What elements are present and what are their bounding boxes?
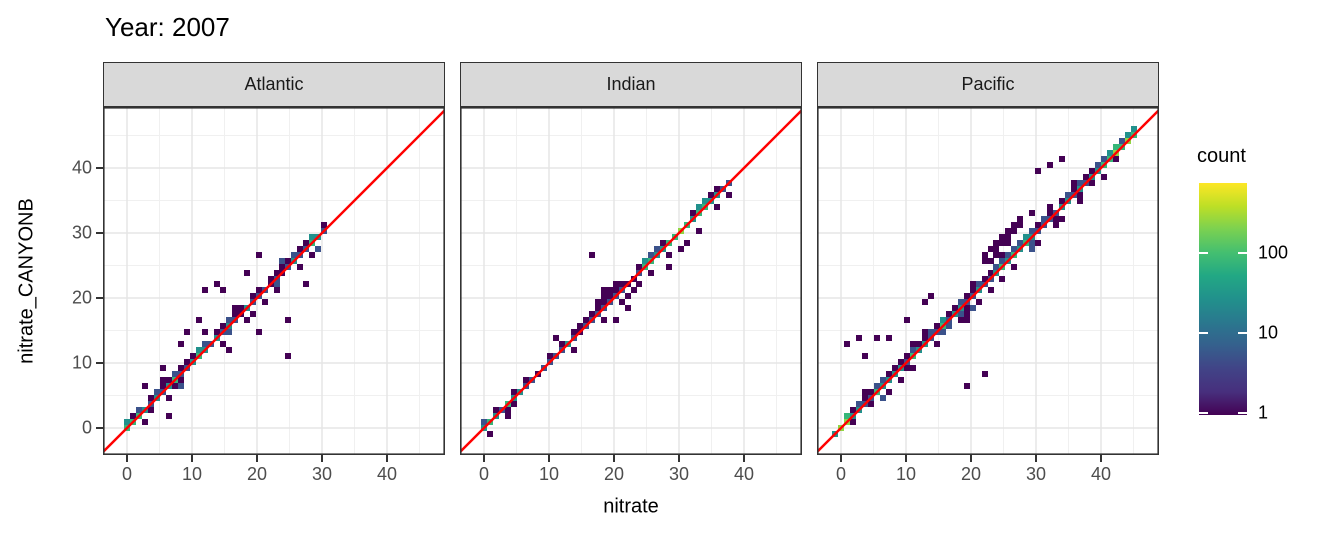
y-tick-label: 20 xyxy=(71,287,92,308)
x-tick-label: 20 xyxy=(960,464,982,484)
legend-tick-label: 100 xyxy=(1258,242,1289,263)
y-tick-label: 40 xyxy=(71,157,92,178)
y-tick-label: 10 xyxy=(71,352,92,373)
facet-strip-pacific: Pacific xyxy=(817,62,1159,107)
legend-tick-mark xyxy=(1199,252,1208,254)
x-tick-label: 10 xyxy=(181,464,203,484)
x-tick-mark xyxy=(548,455,550,462)
legend-tick-mark xyxy=(1199,332,1208,334)
x-tick-label: 0 xyxy=(835,464,847,484)
facet-panel-pacific xyxy=(807,102,1167,462)
y-axis-title: nitrate_CANYONB xyxy=(15,198,38,364)
x-tick-mark xyxy=(970,455,972,462)
bin2d-plot xyxy=(807,102,1167,462)
legend-tick-mark xyxy=(1238,252,1247,254)
x-tick-label: 20 xyxy=(603,464,625,484)
bin2d-plot xyxy=(450,102,810,462)
facet-panel-atlantic xyxy=(93,102,453,462)
x-tick-label: 10 xyxy=(538,464,560,484)
x-tick-label: 30 xyxy=(668,464,690,484)
x-tick-mark xyxy=(321,455,323,462)
x-tick-mark xyxy=(1100,455,1102,462)
y-tick-mark xyxy=(96,362,103,364)
facet-strip-label: Indian xyxy=(606,74,656,94)
y-tick-label: 30 xyxy=(71,222,92,243)
x-tick-label: 40 xyxy=(1090,464,1112,484)
legend-tick-label: 1 xyxy=(1258,402,1269,423)
legend-colorbar xyxy=(1199,183,1247,415)
y-tick-mark xyxy=(96,167,103,169)
x-tick-mark xyxy=(905,455,907,462)
x-tick-mark xyxy=(1035,455,1037,462)
y-tick-mark xyxy=(96,297,103,299)
y-tick-mark xyxy=(96,232,103,234)
x-tick-mark xyxy=(743,455,745,462)
facet-strip-indian: Indian xyxy=(460,62,802,107)
bin2d-plot xyxy=(93,102,453,462)
x-tick-mark xyxy=(256,455,258,462)
y-tick-mark xyxy=(96,427,103,429)
x-tick-mark xyxy=(386,455,388,462)
legend-tick-mark xyxy=(1238,332,1247,334)
x-tick-mark xyxy=(191,455,193,462)
x-axis-title: nitrate xyxy=(603,495,659,518)
x-tick-mark xyxy=(678,455,680,462)
legend-tick-mark xyxy=(1199,412,1208,414)
x-tick-label: 10 xyxy=(895,464,917,484)
y-tick-label: 0 xyxy=(81,417,92,438)
x-tick-mark xyxy=(483,455,485,462)
legend-tick-label: 10 xyxy=(1258,322,1279,343)
x-tick-mark xyxy=(126,455,128,462)
facet-panel-indian xyxy=(450,102,810,462)
legend-tick-mark xyxy=(1238,412,1247,414)
x-tick-mark xyxy=(840,455,842,462)
x-tick-mark xyxy=(613,455,615,462)
x-tick-label: 30 xyxy=(1025,464,1047,484)
x-tick-label: 0 xyxy=(478,464,490,484)
legend-title: count xyxy=(1197,145,1246,167)
facet-strip-label: Pacific xyxy=(961,74,1015,94)
x-tick-label: 20 xyxy=(246,464,268,484)
facet-strip-label: Atlantic xyxy=(244,74,304,94)
x-tick-label: 40 xyxy=(376,464,398,484)
x-tick-label: 0 xyxy=(121,464,133,484)
x-tick-label: 30 xyxy=(311,464,333,484)
facet-strip-atlantic: Atlantic xyxy=(103,62,445,107)
plot-title: Year: 2007 xyxy=(105,12,230,42)
x-tick-label: 40 xyxy=(733,464,755,484)
